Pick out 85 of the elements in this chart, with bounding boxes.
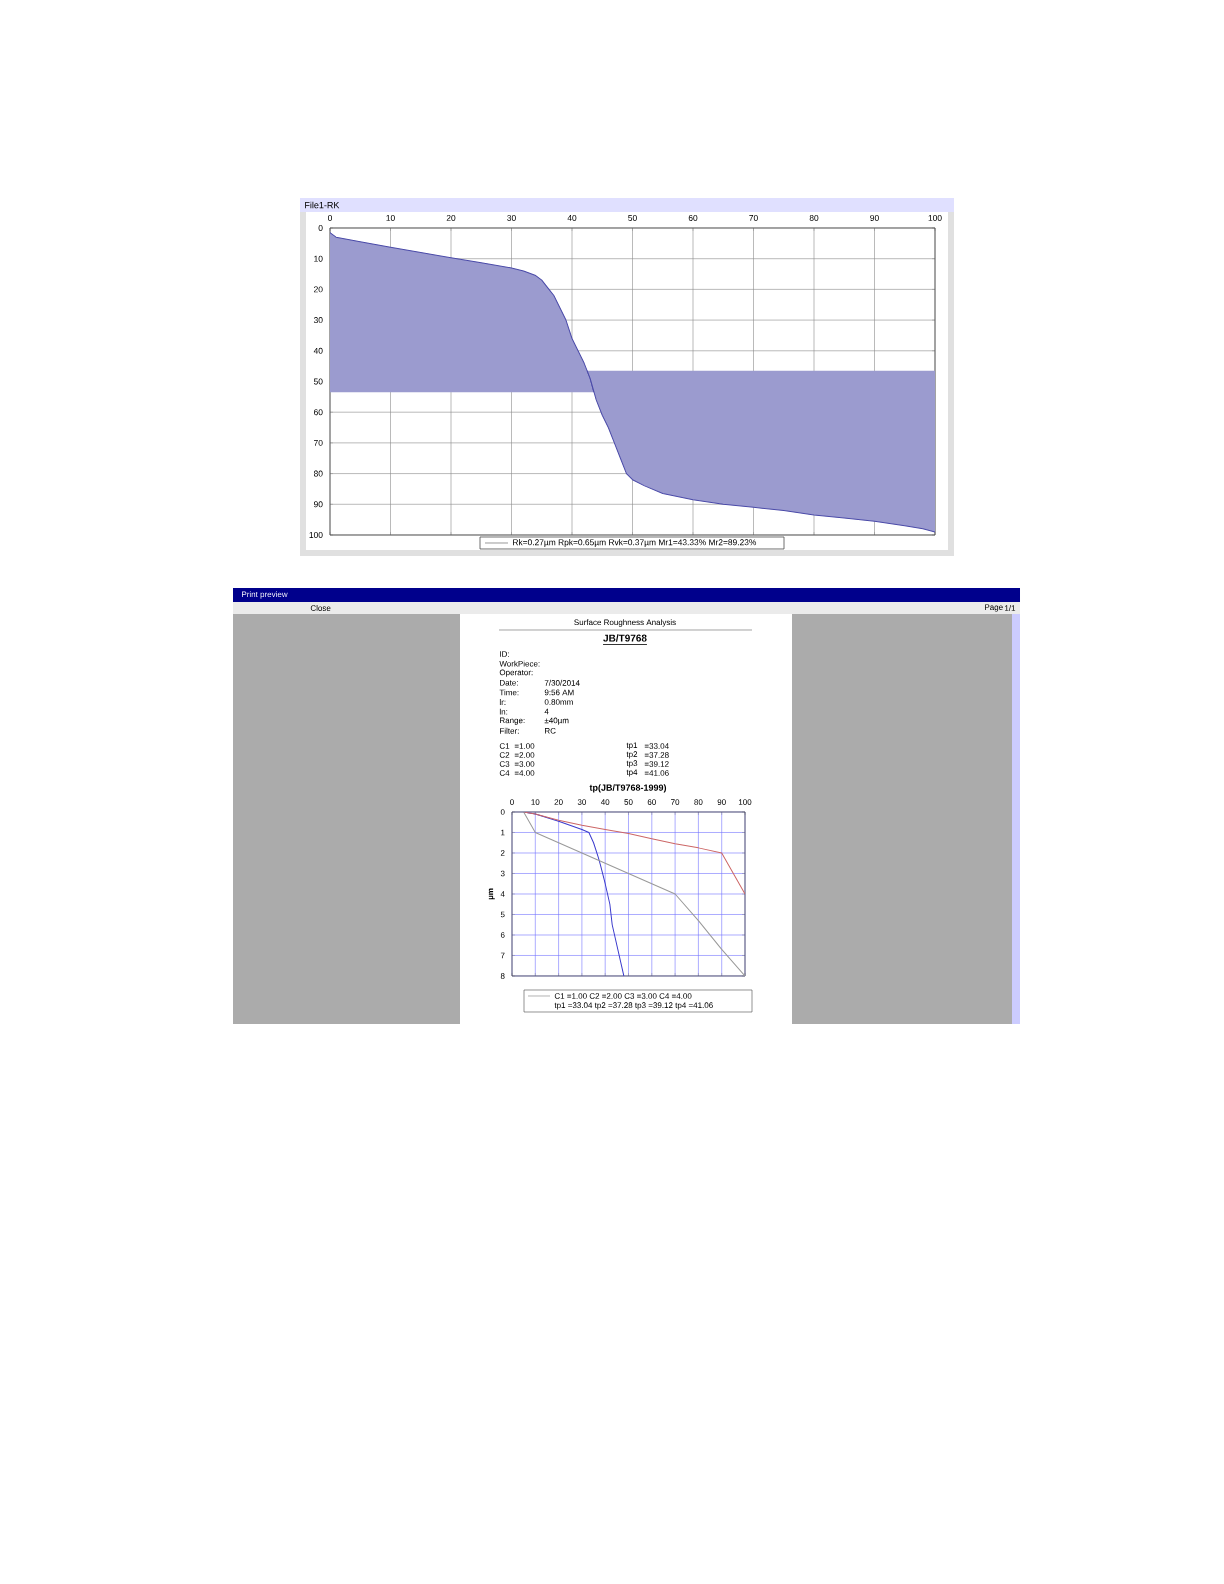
y-tick-label: 7 [500,952,505,959]
x-tick-label: 10 [531,799,540,805]
y-tick-label: 10 [314,255,323,262]
text: ln: [499,708,508,715]
text: ±40µm [544,717,569,725]
x-tick-label: 40 [567,214,577,221]
text: C2 [499,752,510,758]
text: C1 [499,743,510,749]
y-tick-label: 0 [500,809,505,815]
text: Rk=0.27µm Rpk=0.65µm Rvk=0.37µm Mr1=43.33% Mr2=89.23% [513,539,757,547]
text: 0.80mm [544,699,573,705]
x-tick-label: 30 [577,799,587,805]
text: Filter: [500,727,519,734]
y-tick-label: 70 [314,439,323,446]
text: lr: [499,699,506,705]
x-tick-label: 60 [647,799,656,805]
text: Close [310,605,331,611]
text: Range: [500,717,525,725]
text: RC [545,727,556,734]
text: 4 [544,708,549,715]
y-tick-label: 60 [314,409,323,416]
x-tick-label: 90 [870,214,879,221]
y-tick-label: 100 [309,532,323,538]
y-axis-title: µm [488,888,495,900]
text: tp1 [626,742,638,750]
y-tick-label: 8 [500,973,505,979]
text: =33.04 [644,743,669,749]
y-tick-label: 50 [313,378,323,385]
y-tick-label: 4 [500,891,505,897]
y-tick-label: 40 [313,347,323,354]
x-tick-label: 70 [671,799,680,805]
x-tick-label: 30 [507,214,516,221]
text: 9:56 AM [544,689,574,696]
text: =41.06 [644,770,669,776]
text: 1/1 [1005,605,1016,611]
text: Surface Roughness Analysis [574,619,676,627]
x-tick-label: 90 [717,799,726,805]
text: C3 [499,761,510,767]
x-tick-label: 70 [749,214,758,221]
y-tick-label: 6 [500,932,505,938]
text: C4 [499,770,510,776]
text: tp3 [626,760,638,768]
text: =39.12 [644,761,669,767]
text: =2.00 [514,752,535,758]
y-tick-label: 5 [500,911,505,918]
text: tp4 [626,769,638,777]
text: C1 =1.00 C2 =2.00 C3 =3.00 C4 =4.00 [554,993,692,999]
text: Time: [499,689,519,696]
text: tp1 =33.04 tp2 =37.28 tp3 =39.12 tp4 =41.06 [554,1002,713,1010]
x-tick-label: 80 [694,799,703,805]
y-tick-label: 1 [501,829,505,836]
text: WorkPiece: [499,660,540,667]
text: Print preview [242,591,288,599]
x-tick-label: 50 [628,214,637,221]
x-tick-label: 20 [554,799,563,805]
x-tick-label: 100 [928,214,942,221]
chart-title: tp(JB/T9768-1999) [589,784,667,793]
x-tick-label: 80 [809,214,819,221]
x-tick-label: 0 [327,214,333,221]
y-tick-label: 80 [313,470,323,477]
x-tick-label: 20 [446,214,456,221]
text: tp2 [626,751,638,759]
text: =4.00 [514,770,535,776]
y-tick-label: 30 [313,317,323,324]
y-tick-label: 2 [500,850,505,856]
x-tick-label: 60 [688,214,698,221]
text: Page [985,604,1003,612]
chart-title: File1-RK [305,201,340,209]
y-tick-label: 0 [318,225,323,231]
x-tick-label: 50 [624,799,633,805]
x-tick-label: 40 [600,799,610,805]
text: 7/30/2014 [544,679,580,686]
text: =37.28 [644,752,669,758]
y-tick-label: 90 [314,501,323,508]
x-tick-label: 10 [386,214,395,221]
x-tick-label: 0 [510,799,514,805]
y-tick-label: 20 [314,286,323,293]
x-tick-label: 100 [738,799,752,805]
text: Date: [500,680,518,686]
text: ID: [500,651,509,657]
text: =3.00 [514,761,535,767]
y-tick-label: 3 [500,870,505,877]
text: Operator: [499,669,533,677]
text: JB/T9768 [603,634,647,642]
text: =1.00 [514,743,535,749]
